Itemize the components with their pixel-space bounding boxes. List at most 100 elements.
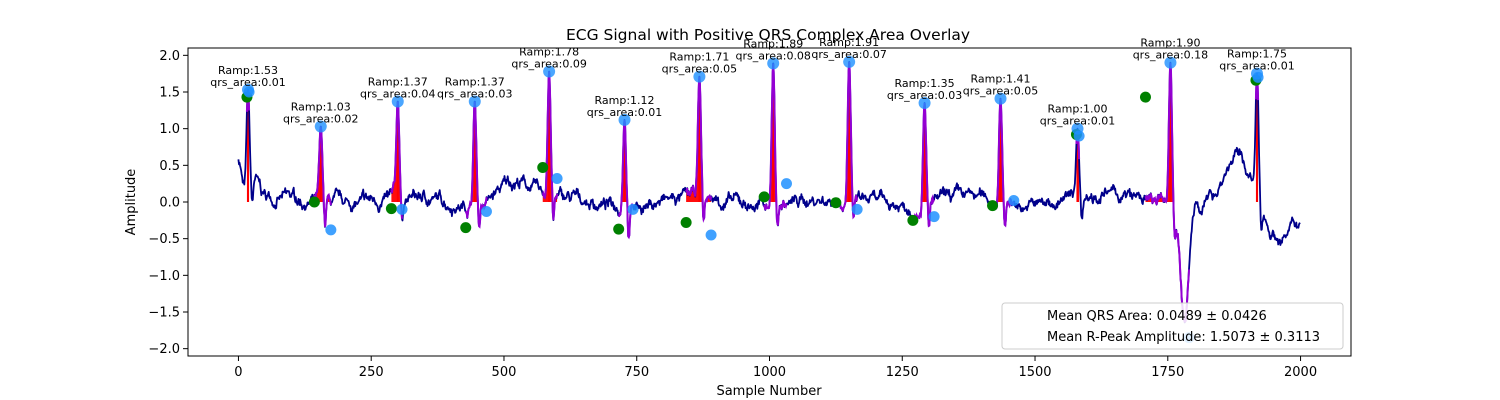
qrs-area-label-9: qrs_area:0.03 [887, 89, 962, 102]
r-peak-marker-5 [618, 113, 631, 126]
r-amplitude-label-0: Ramp:1.53 [218, 64, 278, 77]
qrs-area-label-2: qrs_area:0.04 [360, 88, 435, 101]
r-amplitude-label-7: Ramp:1.89 [743, 37, 803, 50]
plot-area [237, 55, 1301, 344]
r-amplitude-label-4: Ramp:1.78 [519, 45, 579, 58]
s-point-marker-9 [928, 211, 940, 223]
r-peak-marker-9 [918, 97, 931, 109]
qrs-area-label-5: qrs_area:0.01 [587, 106, 662, 119]
qrs-area-label-0: qrs_area:0.01 [210, 76, 285, 89]
y-tick-label: 1.5 [159, 86, 180, 101]
r-amplitude-label-9: Ramp:1.35 [895, 77, 955, 90]
r-peak-marker-0 [242, 83, 255, 96]
y-tick-label: −1.5 [148, 306, 180, 321]
r-amplitude-label-5: Ramp:1.12 [594, 94, 654, 107]
x-axis-title: Sample Number [716, 384, 822, 399]
x-tick-label: 1750 [1151, 365, 1184, 380]
qrs-area-label-13: qrs_area:0.01 [1219, 60, 1294, 73]
q-point-marker-7 [758, 191, 770, 203]
x-tick-label: 1000 [753, 365, 786, 380]
legend: Mean QRS Area: 0.0489 ± 0.0426 Mean R-Pe… [1001, 302, 1344, 350]
qrs-segment-1 [313, 126, 332, 228]
x-tick-label: 1250 [886, 365, 919, 380]
r-amplitude-label-6: Ramp:1.71 [669, 51, 729, 64]
x-tick-label: 2000 [1284, 365, 1317, 380]
qrs-segment-9 [912, 102, 935, 228]
y-tick-label: 0.0 [159, 196, 180, 211]
r-peak-marker-6 [693, 70, 706, 83]
x-tick-label: 1500 [1018, 365, 1051, 380]
qrs-segment-12 [1144, 62, 1190, 323]
y-tick-label: −1.0 [148, 269, 180, 284]
r-peak-marker-13 [1251, 67, 1264, 80]
qrs-area-label-11: qrs_area:0.01 [1040, 115, 1115, 128]
qrs-area-label-10: qrs_area:0.05 [963, 85, 1038, 98]
peak-annotations: Ramp:1.53qrs_area:0.01Ramp:1.03qrs_area:… [210, 36, 1294, 128]
s-point-marker-8 [851, 203, 863, 215]
qrs-area-label-3: qrs_area:0.03 [437, 88, 512, 101]
qrs-segment-7 [763, 63, 788, 226]
r-peak-marker-12 [1164, 56, 1177, 69]
s-point-marker-7 [780, 178, 792, 190]
r-amplitude-label-2: Ramp:1.37 [368, 76, 428, 89]
r-amplitude-label-1: Ramp:1.03 [291, 100, 351, 113]
chart-title: ECG Signal with Positive QRS Complex Are… [566, 26, 970, 44]
x-tick-label: 500 [492, 365, 517, 380]
r-peak-marker-3 [468, 95, 481, 108]
q-point-marker-4 [537, 162, 549, 174]
q-point-marker-9 [907, 214, 919, 226]
q-point-marker-3 [460, 222, 472, 234]
qrs-area-label-1: qrs_area:0.02 [283, 112, 358, 125]
x-tick-label: 0 [234, 365, 242, 380]
q-point-marker-8 [830, 197, 842, 209]
legend-box [1001, 302, 1344, 350]
q-point-marker-10 [987, 200, 999, 212]
y-axis-title: Amplitude [124, 169, 139, 236]
s-point-marker-6 [705, 229, 717, 241]
qrs-segment-3 [464, 101, 488, 229]
q-point-marker-6 [680, 217, 692, 229]
x-tick-label: 250 [359, 365, 384, 380]
s-point-marker-4 [551, 173, 563, 185]
s-point-marker-10 [1008, 195, 1020, 207]
x-tick-label: 750 [624, 365, 649, 380]
qrs-area-label-8: qrs_area:0.07 [811, 48, 886, 61]
qrs-segment-4 [541, 71, 559, 221]
r-peak-marker-11 [1071, 122, 1084, 135]
s-point-marker-5 [627, 203, 639, 215]
legend-entry-mean-qrs-area: Mean QRS Area: 0.0489 ± 0.0426 [1047, 309, 1267, 324]
qrs-segment-6 [685, 76, 713, 223]
r-amplitude-label-3: Ramp:1.37 [445, 76, 505, 89]
q-point-marker-5 [613, 223, 625, 235]
qrs-area-label-7: qrs_area:0.08 [735, 49, 810, 62]
r-peak-marker-7 [767, 57, 780, 70]
y-tick-label: 0.5 [159, 159, 180, 174]
r-peak-marker-4 [543, 65, 556, 78]
s-point-marker-3 [480, 206, 492, 218]
y-tick-label: −0.5 [148, 232, 180, 247]
r-peak-marker-10 [994, 92, 1007, 105]
qrs-area-label-12: qrs_area:0.18 [1133, 49, 1208, 62]
y-tick-label: 2.0 [159, 49, 180, 64]
q-point-marker-2 [385, 203, 397, 215]
axes: 0 250 500 750 1000 1250 1500 1750 2000 −2.0 −1.5 −1… [148, 49, 1317, 380]
s-point-marker-1 [325, 224, 337, 236]
s-point-marker-2 [396, 203, 408, 215]
r-amplitude-label-13: Ramp:1.75 [1227, 48, 1287, 61]
y-tick-label: −2.0 [148, 342, 180, 357]
r-amplitude-label-10: Ramp:1.41 [970, 73, 1030, 86]
q-point-marker-1 [308, 196, 320, 208]
r-peak-marker-8 [843, 55, 856, 68]
y-tick-label: 1.0 [159, 122, 180, 137]
legend-entry-mean-r-peak-amplitude: Mean R-Peak Amplitude: 1.5073 ± 0.3113 [1047, 330, 1320, 345]
r-amplitude-label-11: Ramp:1.00 [1047, 103, 1107, 116]
qrs-area-label-6: qrs_area:0.05 [662, 63, 737, 76]
r-peak-marker-2 [391, 95, 404, 108]
r-amplitude-label-8: Ramp:1.91 [819, 36, 879, 49]
q-point-marker-12 [1139, 91, 1151, 103]
qrs-area-label-4: qrs_area:0.09 [511, 57, 586, 70]
r-amplitude-label-12: Ramp:1.90 [1140, 37, 1200, 50]
qrs-segment-2 [390, 101, 403, 219]
